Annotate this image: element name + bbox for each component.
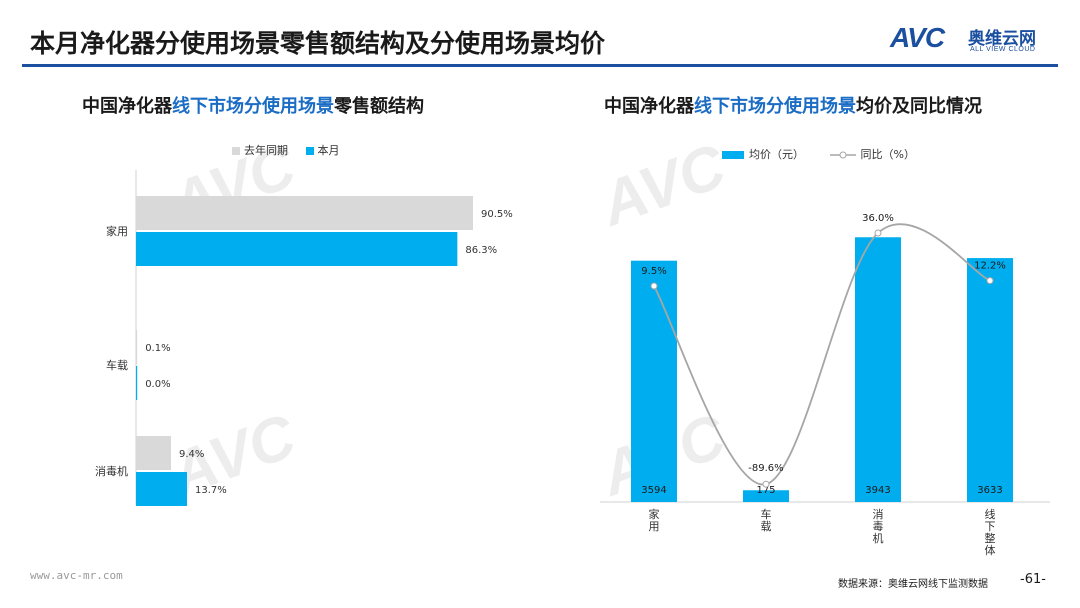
avg-price-bar-2 <box>855 237 901 502</box>
category-label-2: 消毒机 <box>95 464 128 478</box>
left-title-highlight: 线下市场分使用场景 <box>172 96 334 117</box>
legend-swatch-current <box>305 147 314 155</box>
avg-price-label-1: 175 <box>756 485 775 496</box>
data-label-previous-2: 9.4% <box>179 449 204 460</box>
category-label-0: 家用 <box>106 224 128 238</box>
yoy-line <box>653 223 991 486</box>
legend-label-current: 本月 <box>317 144 340 157</box>
left-chart-plot: 90.5% 86.3% 家用 0.1% 0.0% 车载 9.4% 13.7% 消毒机 <box>95 170 513 506</box>
right-title-post: 均价及同比情况 <box>856 96 982 117</box>
legend-label-avg-price: 均价（元） <box>749 148 804 161</box>
header-divider <box>22 64 1058 67</box>
avg-price-label-2: 3943 <box>865 485 890 496</box>
yoy-point-2 <box>874 229 882 237</box>
bar-current-0 <box>136 232 458 266</box>
category-label-0: 家用 <box>649 507 660 533</box>
bar-current-2 <box>136 472 188 506</box>
right-chart-legend: 均价（元） 同比（%） <box>722 146 929 162</box>
legend-label-previous: 去年同期 <box>244 144 288 157</box>
legend-item-avg-price: 均价（元） <box>722 148 804 161</box>
logo-avc-text: AVC <box>890 22 945 53</box>
left-chart-title: 中国净化器线下市场分使用场景零售额结构 <box>82 92 424 118</box>
category-label-2: 消毒机 <box>873 507 884 545</box>
footer-source: 数据来源：奥维云网线下监测数据 <box>838 579 988 590</box>
category-label-1: 车载 <box>761 507 772 533</box>
data-label-current-0: 86.3% <box>465 245 497 256</box>
legend-item-current: 本月 <box>305 144 340 157</box>
left-title-pre: 中国净化器 <box>82 96 172 117</box>
legend-label-yoy: 同比（%） <box>860 148 915 161</box>
bar-current-1 <box>136 366 138 400</box>
yoy-label-2: 36.0% <box>862 213 894 224</box>
avg-price-bar-3 <box>967 258 1013 502</box>
yoy-label-3: 12.2% <box>974 261 1006 272</box>
legend-item-yoy: 同比（%） <box>829 148 915 161</box>
logo-en-text: ALL VIEW CLOUD <box>970 46 1036 53</box>
logo-cn-text: 奥维云网 <box>968 29 1036 49</box>
legend-swatch-yoy <box>829 151 856 159</box>
page-number: -61- <box>1020 572 1046 587</box>
right-chart-title: 中国净化器线下市场分使用场景均价及同比情况 <box>604 92 982 118</box>
data-label-previous-0: 90.5% <box>481 209 513 220</box>
bar-previous-2 <box>136 436 172 470</box>
right-title-pre: 中国净化器 <box>604 96 694 117</box>
avg-price-bar-1 <box>743 490 789 502</box>
left-chart-legend: 去年同期 本月 <box>232 142 354 158</box>
legend-item-previous: 去年同期 <box>232 144 288 157</box>
data-label-current-2: 13.7% <box>195 485 227 496</box>
right-title-highlight: 线下市场分使用场景 <box>694 96 856 117</box>
category-label-3: 线下整体 <box>985 507 996 557</box>
bar-previous-1 <box>136 330 138 364</box>
brand-logo: AVC 奥维云网 ALL VIEW CLOUD <box>890 20 1060 60</box>
avg-price-label-3: 3633 <box>977 485 1002 496</box>
bar-previous-0 <box>136 196 473 230</box>
right-chart-plot: 3594 家用 175 车载 3943 消毒机 3633 线下整体 9.5% -89.6% 36.0… <box>600 213 1050 557</box>
category-label-1: 车载 <box>106 358 128 372</box>
yoy-point-3 <box>986 277 994 285</box>
page-title: 本月净化器分使用场景零售额结构及分使用场景均价 <box>30 29 606 58</box>
left-title-post: 零售额结构 <box>334 96 424 117</box>
legend-swatch-previous <box>232 147 240 155</box>
avg-price-label-0: 3594 <box>641 485 666 496</box>
footer-url: www.avc-mr.com <box>30 569 123 582</box>
yoy-label-0: 9.5% <box>641 266 666 277</box>
avg-price-bar-0 <box>631 260 677 502</box>
yoy-label-1: -89.6% <box>748 463 783 474</box>
data-label-current-1: 0.0% <box>145 379 170 390</box>
yoy-point-1 <box>762 480 770 488</box>
legend-swatch-avg-price <box>722 151 744 159</box>
yoy-point-0 <box>650 282 658 290</box>
data-label-previous-1: 0.1% <box>145 343 170 354</box>
